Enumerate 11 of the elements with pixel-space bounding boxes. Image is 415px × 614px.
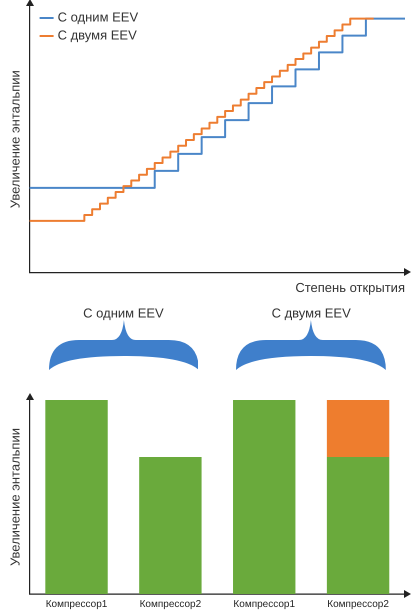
x-axis-title: Степень открытия	[295, 280, 405, 295]
y-axis-title: Увеличение энтальпии	[7, 70, 22, 208]
x-tick-label: Компрессор1	[46, 598, 108, 610]
y-axis-title: Увеличение энтальпии	[7, 428, 22, 566]
legend-label: С одним EEV	[58, 10, 138, 25]
x-tick-label: Компрессор2	[140, 598, 202, 610]
text: С двумя EEV	[272, 306, 352, 321]
x-tick-label: Компрессор1	[233, 598, 296, 610]
legend-label: С двумя EEV	[58, 28, 138, 43]
x-tick-label: Компрессор2	[327, 598, 390, 610]
text: С одним EEV	[83, 306, 164, 321]
